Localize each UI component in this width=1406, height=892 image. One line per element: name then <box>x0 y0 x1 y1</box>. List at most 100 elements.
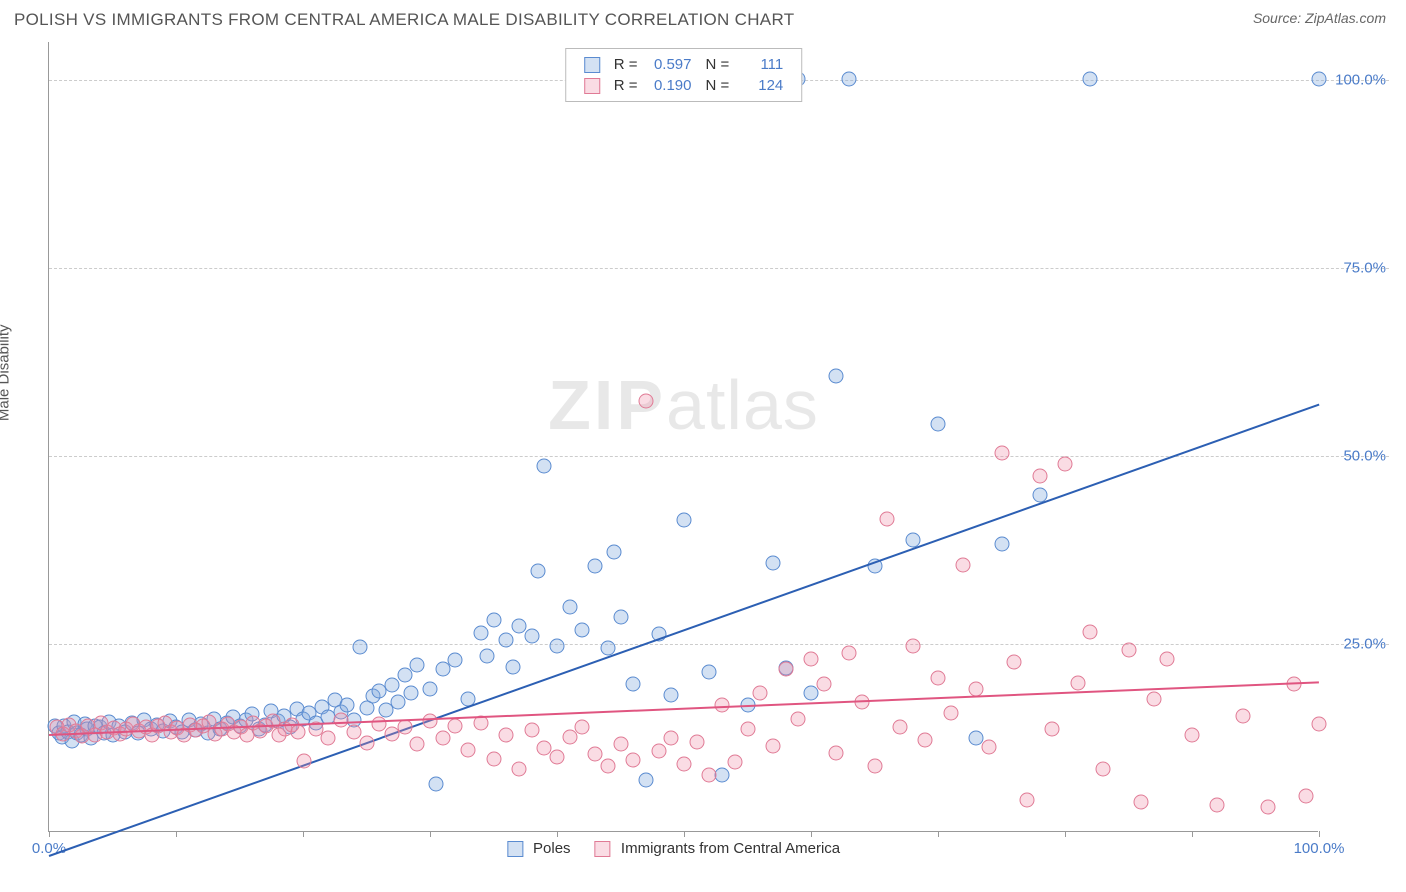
scatter-point <box>626 676 641 691</box>
scatter-point <box>575 623 590 638</box>
chart-title: POLISH VS IMMIGRANTS FROM CENTRAL AMERIC… <box>14 10 794 30</box>
scatter-point <box>778 661 793 676</box>
scatter-point <box>423 681 438 696</box>
scatter-point <box>829 368 844 383</box>
gridline <box>49 268 1389 269</box>
scatter-point <box>613 736 628 751</box>
scatter-point <box>1096 761 1111 776</box>
scatter-point <box>1159 651 1174 666</box>
scatter-point <box>550 638 565 653</box>
gridline <box>49 456 1389 457</box>
scatter-point <box>562 729 577 744</box>
scatter-point <box>1299 789 1314 804</box>
scatter-point <box>880 511 895 526</box>
x-tick <box>303 831 304 837</box>
scatter-point <box>410 737 425 752</box>
scatter-point <box>461 742 476 757</box>
x-tick <box>430 831 431 837</box>
scatter-point <box>1312 71 1327 86</box>
scatter-point <box>829 745 844 760</box>
scatter-point <box>486 612 501 627</box>
scatter-point <box>994 445 1009 460</box>
scatter-point <box>1083 625 1098 640</box>
scatter-point <box>403 686 418 701</box>
scatter-point <box>931 416 946 431</box>
scatter-point <box>981 739 996 754</box>
scatter-point <box>1083 71 1098 86</box>
scatter-point <box>537 459 552 474</box>
scatter-point <box>297 754 312 769</box>
scatter-point <box>943 705 958 720</box>
scatter-point <box>1312 717 1327 732</box>
scatter-point <box>626 753 641 768</box>
scatter-point <box>892 720 907 735</box>
scatter-point <box>290 724 305 739</box>
scatter-point <box>1032 468 1047 483</box>
scatter-point <box>905 638 920 653</box>
trendline <box>49 403 1320 856</box>
scatter-point <box>435 731 450 746</box>
scatter-point <box>1261 799 1276 814</box>
legend-stats: R =0.597 N =111 R =0.190 N =124 <box>565 48 803 102</box>
scatter-point <box>765 738 780 753</box>
scatter-point <box>410 657 425 672</box>
scatter-point <box>397 720 412 735</box>
scatter-point <box>842 71 857 86</box>
scatter-point <box>994 536 1009 551</box>
scatter-point <box>334 712 349 727</box>
scatter-point <box>588 747 603 762</box>
x-tick <box>938 831 939 837</box>
legend-row-immigrants: R =0.190 N =124 <box>578 76 790 95</box>
x-tick <box>49 831 50 837</box>
scatter-point <box>346 725 361 740</box>
scatter-point <box>353 639 368 654</box>
scatter-point <box>918 732 933 747</box>
scatter-point <box>842 645 857 660</box>
y-axis-label: Male Disability <box>0 324 13 421</box>
scatter-point <box>931 671 946 686</box>
scatter-point <box>499 632 514 647</box>
scatter-point <box>607 544 622 559</box>
scatter-point <box>867 759 882 774</box>
chart-container: Male Disability ZIPatlas R =0.597 N =111… <box>14 42 1392 880</box>
scatter-point <box>613 609 628 624</box>
scatter-point <box>1134 795 1149 810</box>
scatter-point <box>524 723 539 738</box>
scatter-point <box>530 564 545 579</box>
scatter-point <box>429 777 444 792</box>
scatter-point <box>765 556 780 571</box>
scatter-point <box>638 393 653 408</box>
x-tick <box>811 831 812 837</box>
scatter-point <box>664 731 679 746</box>
scatter-point <box>448 719 463 734</box>
scatter-point <box>677 757 692 772</box>
scatter-point <box>727 754 742 769</box>
y-tick-label: 25.0% <box>1326 635 1386 652</box>
x-tick <box>1065 831 1066 837</box>
x-tick-label: 100.0% <box>1294 840 1345 857</box>
y-tick-label: 50.0% <box>1326 447 1386 464</box>
scatter-point <box>702 664 717 679</box>
watermark: ZIPatlas <box>548 365 819 445</box>
scatter-point <box>804 652 819 667</box>
scatter-point <box>448 653 463 668</box>
scatter-point <box>588 559 603 574</box>
scatter-point <box>321 730 336 745</box>
scatter-point <box>1146 692 1161 707</box>
scatter-point <box>956 557 971 572</box>
scatter-point <box>486 751 501 766</box>
scatter-point <box>550 750 565 765</box>
gridline <box>49 644 1389 645</box>
scatter-point <box>384 678 399 693</box>
plot-area: ZIPatlas R =0.597 N =111 R =0.190 N =124… <box>48 42 1318 832</box>
y-tick-label: 75.0% <box>1326 259 1386 276</box>
x-tick <box>557 831 558 837</box>
scatter-point <box>524 629 539 644</box>
x-tick <box>1192 831 1193 837</box>
scatter-point <box>715 697 730 712</box>
scatter-point <box>340 698 355 713</box>
scatter-point <box>511 761 526 776</box>
x-tick <box>1319 831 1320 837</box>
scatter-point <box>1019 793 1034 808</box>
chart-source: Source: ZipAtlas.com <box>1253 10 1386 26</box>
